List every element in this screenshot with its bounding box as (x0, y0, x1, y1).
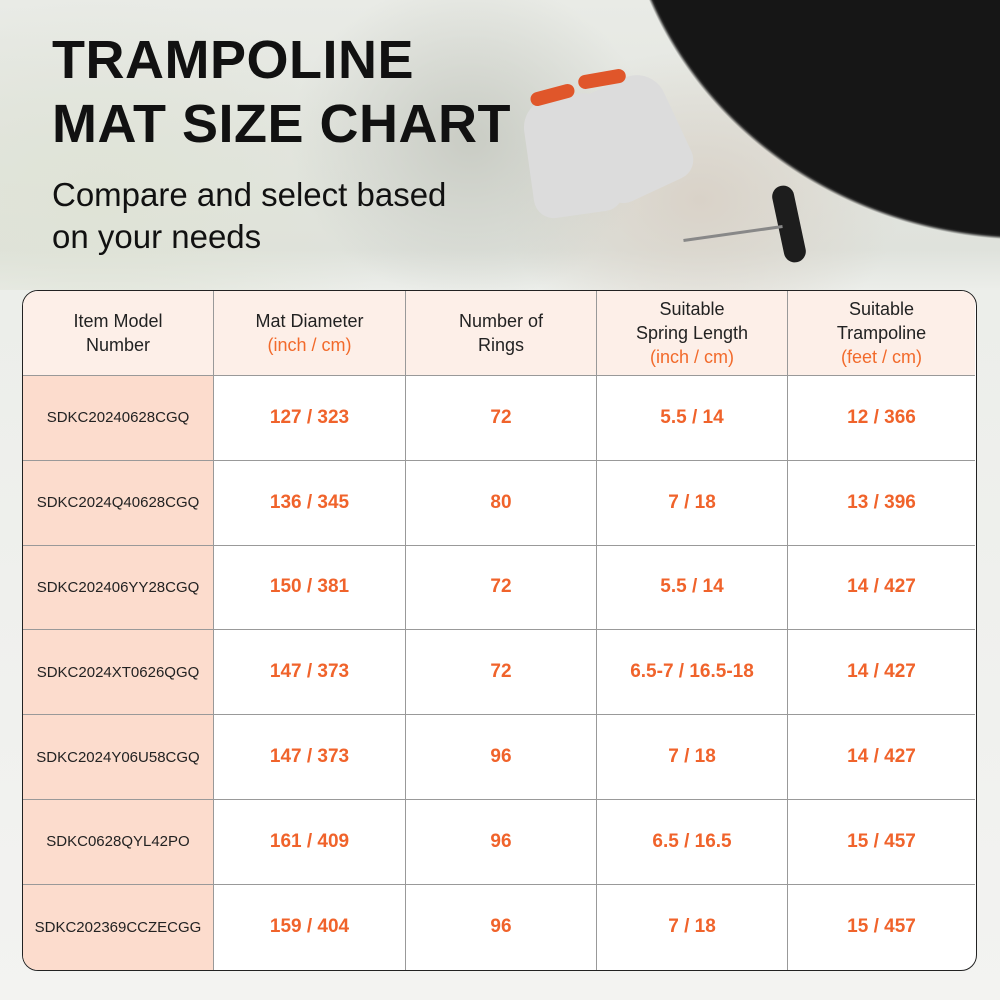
table-header-cell: Number of Rings (406, 291, 597, 376)
page-subtitle: Compare and select based on your needs (52, 174, 446, 258)
model-number-cell: SDKC202406YY28CGQ (23, 545, 214, 631)
value-cell: 6.5-7 / 16.5-18 (597, 630, 788, 716)
value-cell: 96 (406, 799, 597, 885)
value-cell: 14 / 427 (788, 546, 975, 631)
value-cell: 147 / 373 (214, 630, 406, 716)
value-cell: 80 (406, 460, 597, 546)
table-header-cell: Mat Diameter (inch / cm) (214, 291, 406, 376)
model-number-cell: SDKC20240628CGQ (23, 376, 214, 461)
value-cell: 6.5 / 16.5 (597, 799, 788, 885)
header-label-line: Trampoline (836, 323, 927, 343)
title-line: MAT SIZE CHART (52, 94, 511, 154)
header-unit: (inch / cm) (649, 347, 734, 367)
value-cell: 96 (406, 884, 597, 970)
header-label-line: Suitable (848, 299, 915, 319)
model-number-cell: SDKC2024Q40628CGQ (23, 460, 214, 546)
value-cell: 15 / 457 (788, 800, 975, 885)
table-header-cell: Suitable Trampoline (feet / cm) (788, 291, 975, 376)
value-cell: 14 / 427 (788, 630, 975, 716)
value-cell: 147 / 373 (214, 715, 406, 800)
value-cell: 159 / 404 (214, 884, 406, 970)
value-cell: 161 / 409 (214, 799, 406, 885)
value-cell: 5.5 / 14 (597, 376, 788, 461)
header-label-line: Item Model (73, 311, 163, 331)
value-cell: 13 / 396 (788, 461, 975, 546)
value-cell: 14 / 427 (788, 715, 975, 800)
header-label-line: Number (85, 335, 151, 355)
subtitle-line: on your needs (52, 218, 262, 255)
value-cell: 15 / 457 (847, 916, 916, 938)
table-header-cell: Item Model Number (23, 291, 214, 376)
header-unit: (feet / cm) (840, 347, 922, 367)
value-cell: 7 / 18 (597, 715, 788, 800)
page-title: TRAMPOLINE MAT SIZE CHART (52, 28, 511, 156)
model-number-cell: SDKC0628QYL42PO (23, 799, 214, 885)
subtitle-line: Compare and select based (52, 176, 447, 213)
value-cell: 150 / 381 (214, 545, 406, 631)
header-label-line: Mat Diameter (255, 311, 364, 331)
value-cell: 72 (406, 545, 597, 631)
value-cell: 5.5 / 14 (597, 545, 788, 631)
title-line: TRAMPOLINE (52, 30, 414, 90)
value-cell: 7 / 18 (597, 884, 788, 970)
value-cell: 72 (406, 376, 597, 461)
value-cell: 7 / 18 (597, 460, 788, 546)
header-label-line: Rings (477, 335, 525, 355)
header-label-line: Suitable (659, 299, 725, 319)
header-label-line: Number of (458, 311, 544, 331)
model-number-cell: SDKC2024Y06U58CGQ (23, 715, 214, 800)
header-unit: (inch / cm) (267, 335, 352, 355)
value-cell: 96 (406, 715, 597, 800)
value-cell: 72 (406, 630, 597, 716)
size-chart-table: Item Model Number Mat Diameter (inch / cm) N… (22, 290, 977, 971)
value-cell: 127 / 323 (214, 376, 406, 461)
value-cell: 12 / 366 (788, 376, 975, 461)
model-number-cell: SDKC202369CCZECGG (23, 884, 214, 970)
header-label-line: Spring Length (635, 323, 749, 343)
value-cell: 136 / 345 (214, 460, 406, 546)
model-number-cell: SDKC2024XT0626QGQ (23, 630, 214, 716)
table-header-cell: Suitable Spring Length (inch / cm) (597, 291, 788, 376)
